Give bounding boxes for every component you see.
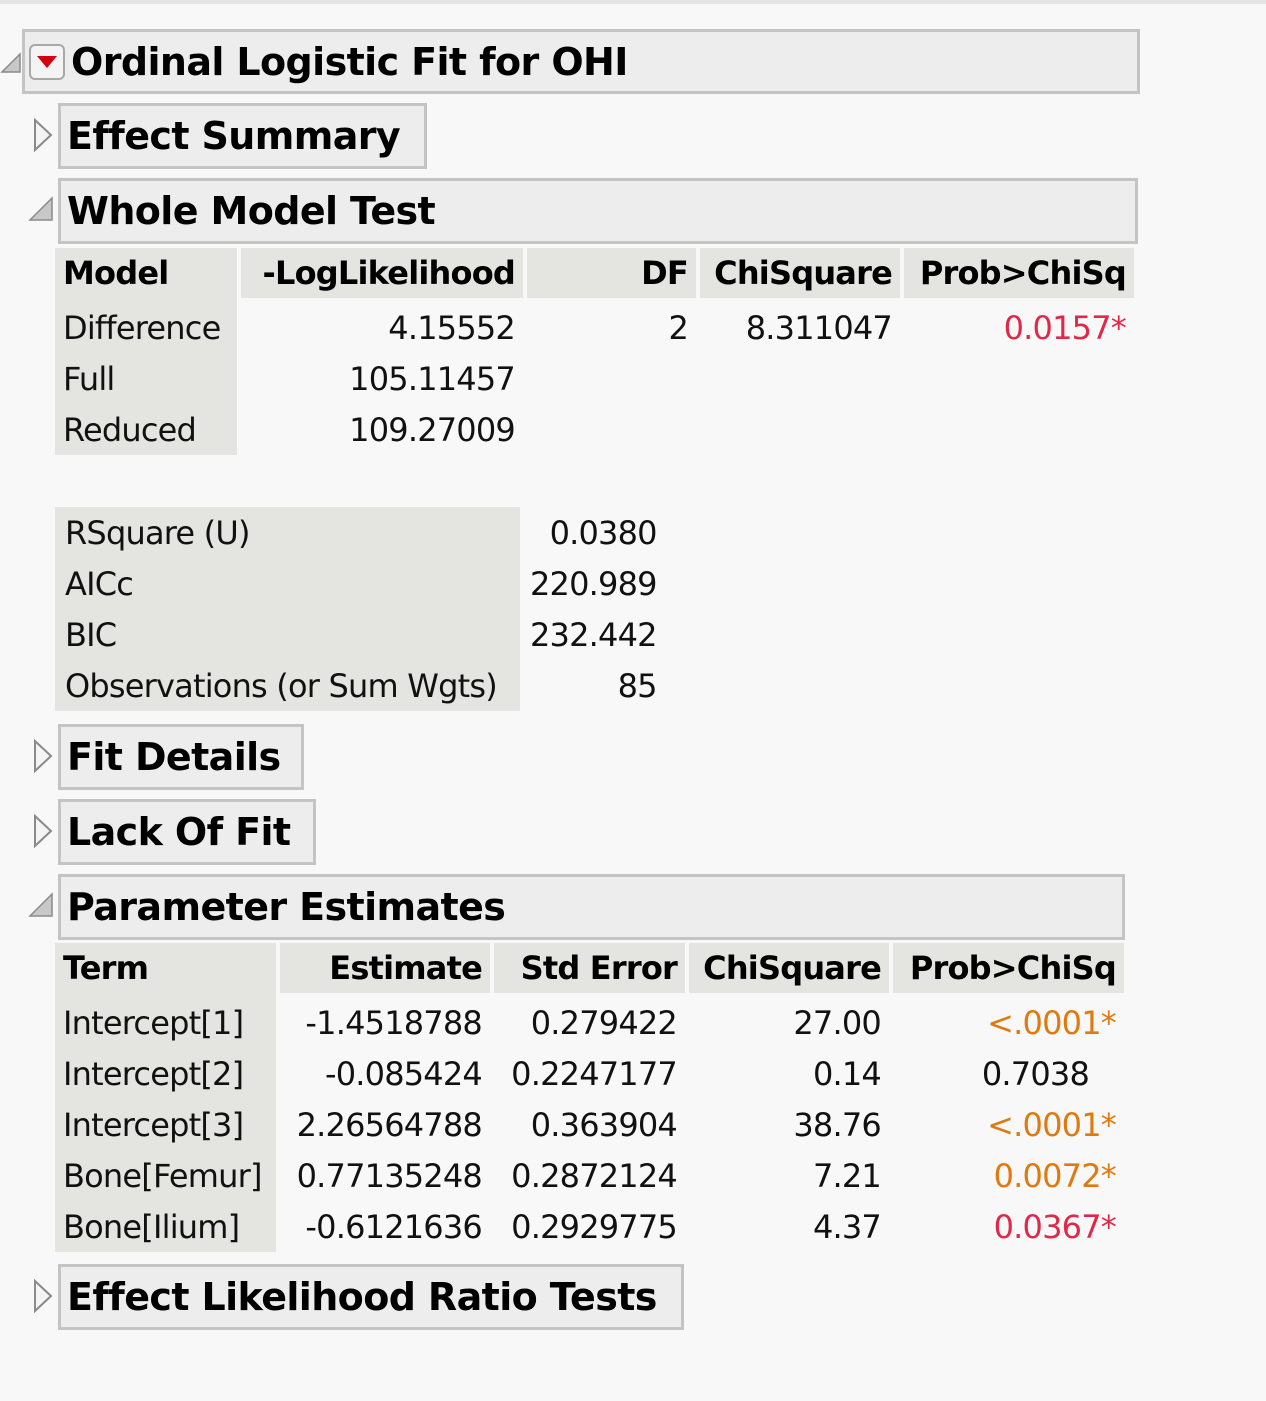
estimate-value: 2.26564788 (296, 1105, 483, 1144)
disclosure-open-icon[interactable] (28, 194, 53, 224)
section-header-lack-of-fit[interactable]: Lack Of Fit (58, 799, 316, 865)
estimate-value: -1.4518788 (305, 1003, 482, 1042)
prob-value: <.0001* (987, 1003, 1117, 1042)
disclosure-open-icon[interactable] (28, 890, 53, 920)
disclosure-closed-icon[interactable] (32, 1279, 54, 1313)
chisq-value (700, 353, 900, 404)
summary-value: 232.442 (530, 615, 658, 654)
df-value (527, 404, 696, 455)
term-label: Intercept[3] (55, 1099, 276, 1150)
parameter-estimates-table: Term Estimate Std Error ChiSquare Prob>C… (51, 943, 1128, 1252)
prob-value: 0.7038 (981, 1054, 1090, 1093)
summary-label: Observations (or Sum Wgts) (55, 660, 520, 711)
disclosure-closed-icon[interactable] (32, 118, 54, 152)
column-header-prob-chisq: Prob>ChiSq (904, 248, 1134, 298)
neg-loglik-value: 4.15552 (388, 308, 516, 347)
df-value: 2 (668, 308, 688, 347)
estimate-value: -0.085424 (324, 1054, 483, 1093)
column-header-prob-chisq: Prob>ChiSq (893, 943, 1124, 993)
row-label: Full (55, 353, 237, 404)
std-error-value: 0.279422 (530, 1003, 678, 1042)
column-header-estimate: Estimate (280, 943, 490, 993)
table-row: AICc 220.989 (55, 558, 667, 609)
table-row: BIC 232.442 (55, 609, 667, 660)
std-error-value: 0.2872124 (511, 1156, 678, 1195)
chisq-value: 7.21 (812, 1156, 882, 1195)
column-header-std-error: Std Error (494, 943, 685, 993)
table-row: Reduced 109.27009 (55, 404, 1134, 455)
estimate-value: 0.77135248 (296, 1156, 483, 1195)
summary-label: AICc (55, 558, 520, 609)
whole-model-test-table: Model -LogLikelihood DF ChiSquare Prob>C… (51, 248, 1138, 455)
red-triangle-menu-icon (37, 55, 57, 68)
section-header-parameter-estimates[interactable]: Parameter Estimates (58, 874, 1125, 940)
term-label: Intercept[1] (55, 993, 276, 1048)
table-row: Intercept[2] -0.085424 0.2247177 0.14 0.… (55, 1048, 1124, 1099)
prob-value (904, 353, 1134, 404)
section-header-effect-summary[interactable]: Effect Summary (58, 103, 427, 169)
prob-value: 0.0157* (1003, 308, 1127, 347)
section-header-fit-details[interactable]: Fit Details (58, 724, 304, 790)
chisq-value: 38.76 (793, 1105, 881, 1144)
report-title: Ordinal Logistic Fit for OHI (71, 39, 628, 84)
table-row: RSquare (U) 0.0380 (55, 507, 667, 558)
term-label: Intercept[2] (55, 1048, 276, 1099)
column-header-df: DF (527, 248, 696, 298)
table-row: Full 105.11457 (55, 353, 1134, 404)
chisq-value: 8.311047 (745, 308, 893, 347)
prob-value: <.0001* (987, 1105, 1117, 1144)
std-error-value: 0.2929775 (511, 1207, 678, 1246)
summary-value: 0.0380 (549, 513, 658, 552)
chisq-value (700, 404, 900, 455)
std-error-value: 0.2247177 (511, 1054, 678, 1093)
window-top-border (0, 0, 1266, 4)
prob-value: 0.0072* (993, 1156, 1117, 1195)
neg-loglik-value: 105.11457 (349, 359, 516, 398)
table-row: Intercept[3] 2.26564788 0.363904 38.76 <… (55, 1099, 1124, 1150)
term-label: Bone[Femur] (55, 1150, 276, 1201)
df-value (527, 353, 696, 404)
chisq-value: 27.00 (793, 1003, 881, 1042)
row-label: Difference (55, 298, 237, 353)
column-header-model: Model (55, 248, 237, 298)
table-row: Intercept[1] -1.4518788 0.279422 27.00 <… (55, 993, 1124, 1048)
prob-value (904, 404, 1134, 455)
neg-loglik-value: 109.27009 (349, 410, 516, 449)
term-label: Bone[Ilium] (55, 1201, 276, 1252)
estimate-value: -0.6121636 (305, 1207, 482, 1246)
row-label: Reduced (55, 404, 237, 455)
table-row: Bone[Ilium] -0.6121636 0.2929775 4.37 0.… (55, 1201, 1124, 1252)
table-row: Difference 4.15552 2 8.311047 0.0157* (55, 298, 1134, 353)
report-header-ordinal-logistic-fit[interactable]: Ordinal Logistic Fit for OHI (22, 29, 1140, 94)
summary-label: RSquare (U) (55, 507, 520, 558)
column-header-chisquare: ChiSquare (689, 943, 889, 993)
summary-value: 220.989 (530, 564, 658, 603)
disclosure-closed-icon[interactable] (32, 739, 54, 773)
section-header-whole-model-test[interactable]: Whole Model Test (58, 178, 1138, 244)
std-error-value: 0.363904 (530, 1105, 678, 1144)
table-row: Observations (or Sum Wgts) 85 (55, 660, 667, 711)
column-header-term: Term (55, 943, 276, 993)
red-triangle-menu-button[interactable] (29, 43, 65, 80)
column-header-chisquare: ChiSquare (700, 248, 900, 298)
column-header-neg-loglikelihood: -LogLikelihood (241, 248, 523, 298)
disclosure-closed-icon[interactable] (32, 814, 54, 848)
section-header-effect-likelihood-ratio-tests[interactable]: Effect Likelihood Ratio Tests (58, 1264, 684, 1330)
chisq-value: 0.14 (812, 1054, 882, 1093)
disclosure-open-icon[interactable] (0, 46, 22, 76)
summary-value: 85 (617, 666, 658, 705)
chisq-value: 4.37 (812, 1207, 882, 1246)
prob-value: 0.0367* (993, 1207, 1117, 1246)
table-row: Bone[Femur] 0.77135248 0.2872124 7.21 0.… (55, 1150, 1124, 1201)
summary-label: BIC (55, 609, 520, 660)
fit-summary-table: RSquare (U) 0.0380 AICc 220.989 BIC 232.… (55, 507, 667, 711)
